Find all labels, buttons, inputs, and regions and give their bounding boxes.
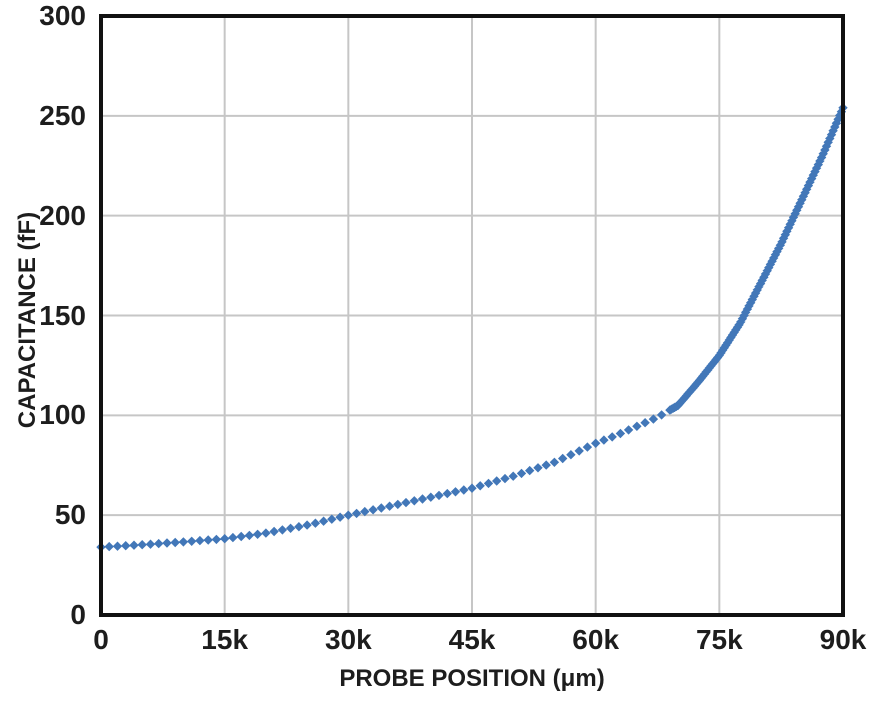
x-axis-title: PROBE POSITION (μm)	[339, 665, 605, 692]
x-tick-label: 0	[93, 624, 109, 655]
y-tick-label: 50	[54, 499, 86, 531]
y-axis-title: CAPACITANCE (fF)	[14, 211, 41, 429]
y-tick-label: 0	[70, 599, 86, 630]
gridlines	[101, 16, 843, 615]
x-tick-label: 45k	[448, 624, 496, 655]
x-tick-label: 15k	[201, 624, 249, 655]
x-tick-label: 90k	[819, 624, 867, 655]
x-tick-label: 30k	[324, 624, 372, 655]
y-tick-label: 150	[39, 299, 86, 331]
y-tick-label: 300	[39, 0, 86, 31]
plot-border	[99, 14, 845, 617]
y-tick-label: 200	[39, 199, 86, 231]
x-tick-label: 75k	[695, 624, 743, 655]
x-tick-label: 60k	[572, 624, 620, 655]
y-tick-label: 100	[39, 399, 86, 431]
y-tick-label: 250	[39, 99, 86, 131]
